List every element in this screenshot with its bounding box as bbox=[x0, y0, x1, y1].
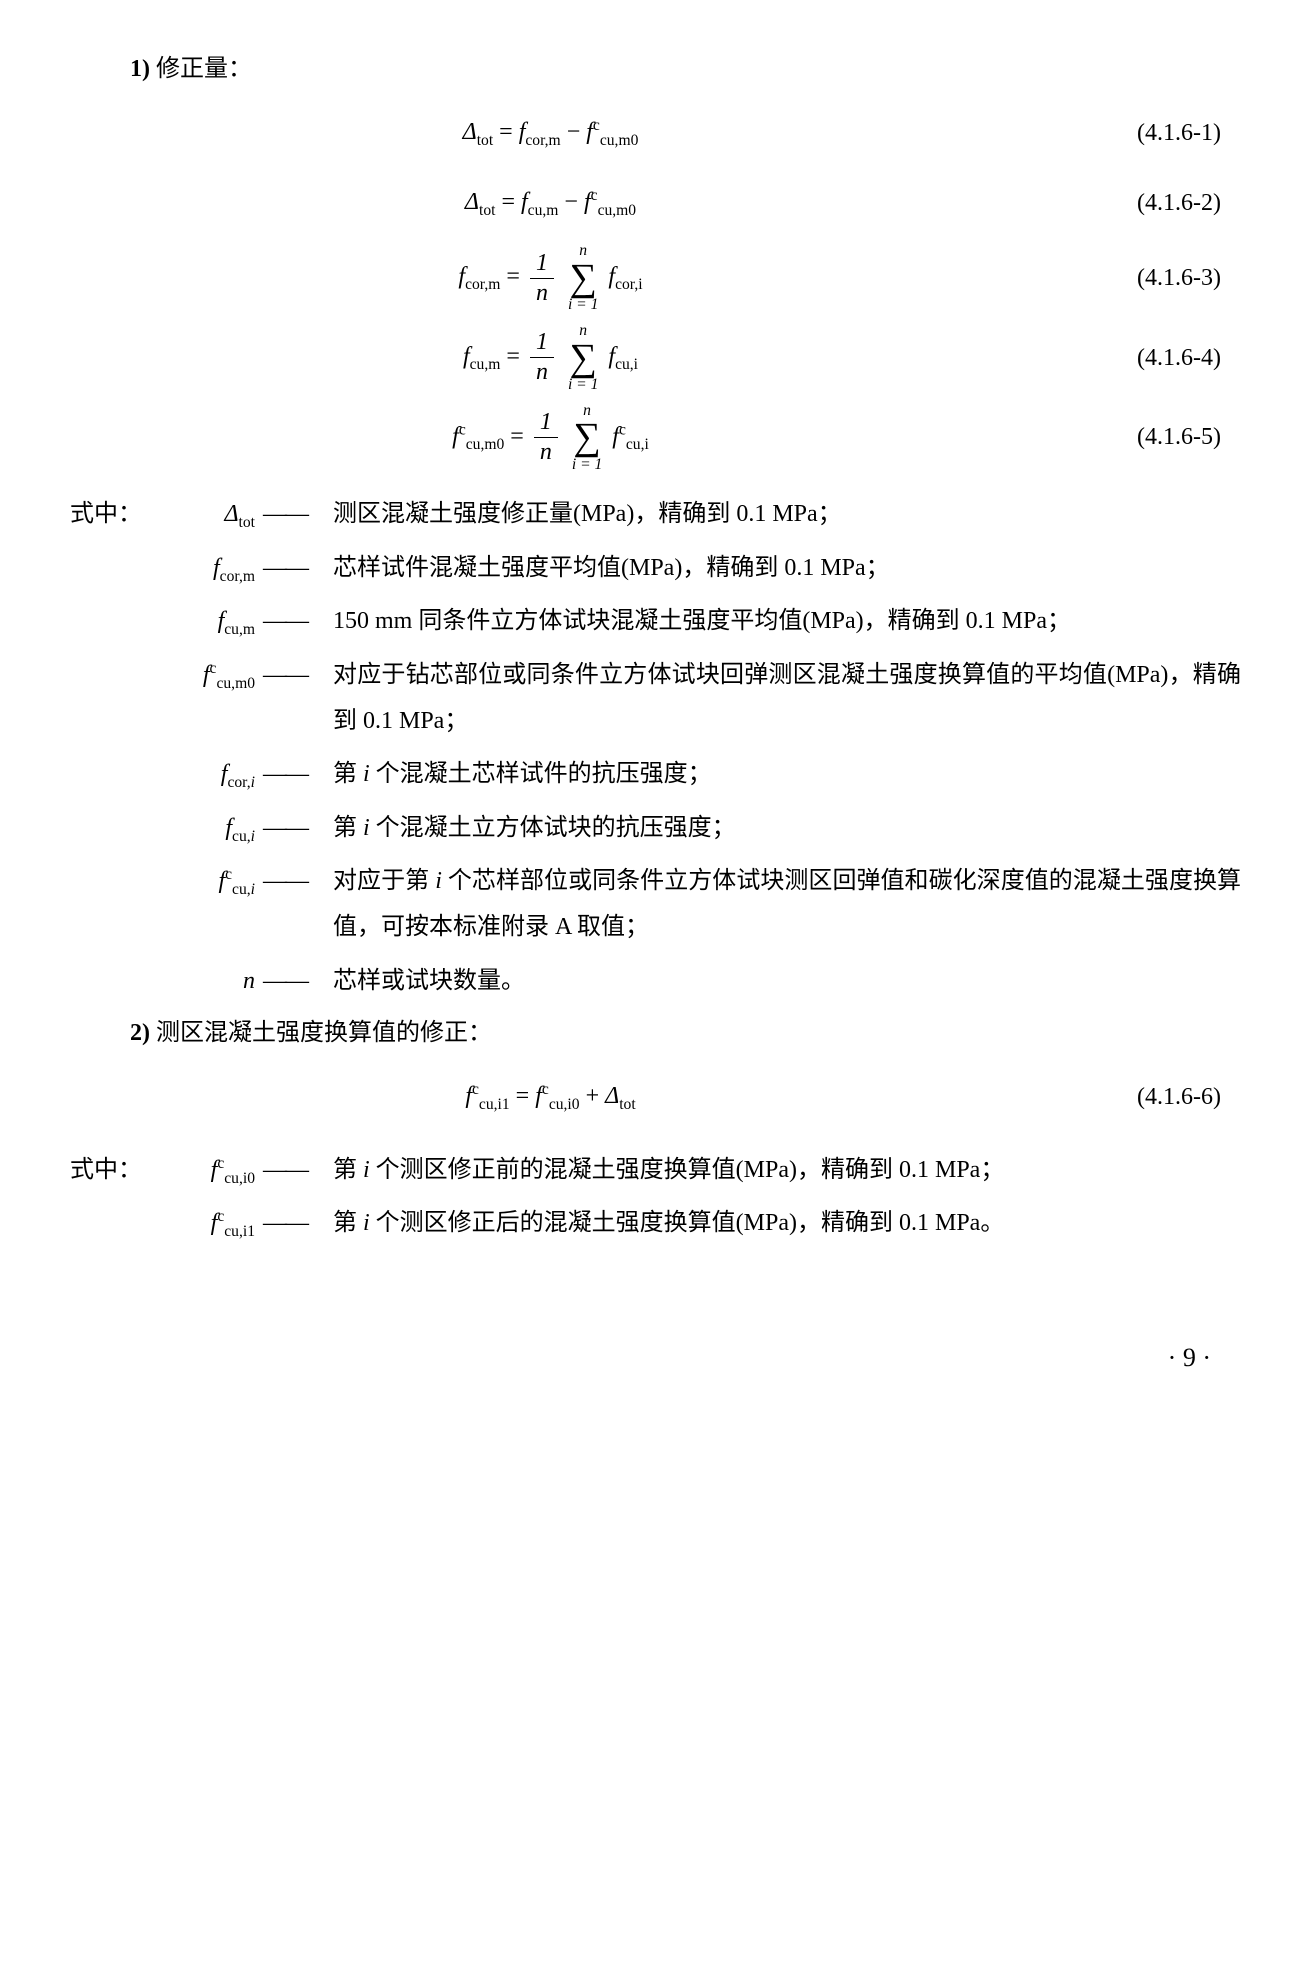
definition-dash: —— bbox=[263, 1201, 333, 1247]
definition-dash: —— bbox=[263, 653, 333, 699]
equation-label: (4.1.6-4) bbox=[1031, 339, 1241, 377]
equation-4-1-6-2: Δtot = fcu,m − fccu,m0 (4.1.6-2) bbox=[70, 173, 1241, 233]
definition-dash: —— bbox=[263, 492, 333, 538]
definition-symbol: fcor,i bbox=[155, 752, 263, 798]
definition-prefix: 式中： bbox=[70, 1148, 155, 1194]
definition-dash: —— bbox=[263, 859, 333, 905]
definition-dash: —— bbox=[263, 599, 333, 645]
definition-dash: —— bbox=[263, 546, 333, 592]
definition-dash: —— bbox=[263, 752, 333, 798]
symbol-definitions-2: 式中：fccu,i0——第 i 个测区修正前的混凝土强度换算值(MPa)，精确到… bbox=[70, 1148, 1241, 1247]
definition-row: fccu,i1——第 i 个测区修正后的混凝土强度换算值(MPa)，精确到 0.… bbox=[70, 1201, 1241, 1247]
section-1-heading: 1) 修正量： bbox=[130, 50, 1241, 88]
definition-text: 第 i 个测区修正后的混凝土强度换算值(MPa)，精确到 0.1 MPa。 bbox=[333, 1201, 1241, 1247]
definition-symbol: fccu,m0 bbox=[155, 653, 263, 699]
definition-symbol: fccu,i1 bbox=[155, 1201, 263, 1247]
equation-4-1-6-6: fccu,i1 = fccu,i0 + Δtot (4.1.6-6) bbox=[70, 1068, 1241, 1128]
definition-symbol: fcu,i bbox=[155, 806, 263, 852]
equation-label: (4.1.6-3) bbox=[1031, 259, 1241, 297]
definition-row: 式中：fccu,i0——第 i 个测区修正前的混凝土强度换算值(MPa)，精确到… bbox=[70, 1148, 1241, 1194]
definition-row: fcu,m——150 mm 同条件立方体试块混凝土强度平均值(MPa)，精确到 … bbox=[70, 599, 1241, 645]
section-2-heading: 2) 测区混凝土强度换算值的修正： bbox=[130, 1014, 1241, 1052]
section-1-title: 修正量： bbox=[156, 56, 252, 82]
definition-symbol: n bbox=[155, 959, 263, 1005]
equation-label: (4.1.6-2) bbox=[1031, 184, 1241, 222]
equation-label: (4.1.6-1) bbox=[1031, 114, 1241, 152]
definition-text: 芯样或试块数量。 bbox=[333, 959, 1241, 1005]
definition-text: 第 i 个测区修正前的混凝土强度换算值(MPa)，精确到 0.1 MPa； bbox=[333, 1148, 1241, 1194]
definition-dash: —— bbox=[263, 959, 333, 1005]
definition-text: 对应于第 i 个芯样部位或同条件立方体试块测区回弹值和碳化深度值的混凝土强度换算… bbox=[333, 859, 1241, 950]
definition-prefix: 式中： bbox=[70, 492, 155, 538]
page-number: · 9 · bbox=[70, 1337, 1241, 1379]
section-2-number: 2) bbox=[130, 1020, 150, 1046]
equation-4-1-6-3: fcor,m = 1n n∑i = 1 fcor,i (4.1.6-3) bbox=[70, 243, 1241, 313]
equation-label: (4.1.6-6) bbox=[1031, 1078, 1241, 1116]
definition-symbol: fccu,i0 bbox=[155, 1148, 263, 1194]
equation-4-1-6-5: fccu,m0 = 1n n∑i = 1 fccu,i (4.1.6-5) bbox=[70, 403, 1241, 473]
definition-text: 芯样试件混凝土强度平均值(MPa)，精确到 0.1 MPa； bbox=[333, 546, 1241, 592]
definition-text: 第 i 个混凝土立方体试块的抗压强度； bbox=[333, 806, 1241, 852]
definition-row: fcor,i——第 i 个混凝土芯样试件的抗压强度； bbox=[70, 752, 1241, 798]
definition-row: n——芯样或试块数量。 bbox=[70, 959, 1241, 1005]
definition-text: 150 mm 同条件立方体试块混凝土强度平均值(MPa)，精确到 0.1 MPa… bbox=[333, 599, 1241, 645]
definition-dash: —— bbox=[263, 806, 333, 852]
equation-label: (4.1.6-5) bbox=[1031, 418, 1241, 456]
definition-row: fcor,m——芯样试件混凝土强度平均值(MPa)，精确到 0.1 MPa； bbox=[70, 546, 1241, 592]
equation-4-1-6-4: fcu,m = 1n n∑i = 1 fcu,i (4.1.6-4) bbox=[70, 323, 1241, 393]
symbol-definitions-1: 式中：Δtot——测区混凝土强度修正量(MPa)，精确到 0.1 MPa；fco… bbox=[70, 492, 1241, 1004]
definition-symbol: Δtot bbox=[155, 492, 263, 538]
section-1-number: 1) bbox=[130, 56, 150, 82]
equation-4-1-6-1: Δtot = fcor,m − fccu,m0 (4.1.6-1) bbox=[70, 103, 1241, 163]
definition-dash: —— bbox=[263, 1148, 333, 1194]
definition-row: fccu,i——对应于第 i 个芯样部位或同条件立方体试块测区回弹值和碳化深度值… bbox=[70, 859, 1241, 950]
definition-symbol: fcu,m bbox=[155, 599, 263, 645]
definition-symbol: fcor,m bbox=[155, 546, 263, 592]
definition-text: 第 i 个混凝土芯样试件的抗压强度； bbox=[333, 752, 1241, 798]
definition-row: 式中：Δtot——测区混凝土强度修正量(MPa)，精确到 0.1 MPa； bbox=[70, 492, 1241, 538]
definition-text: 测区混凝土强度修正量(MPa)，精确到 0.1 MPa； bbox=[333, 492, 1241, 538]
definition-row: fcu,i——第 i 个混凝土立方体试块的抗压强度； bbox=[70, 806, 1241, 852]
definition-text: 对应于钻芯部位或同条件立方体试块回弹测区混凝土强度换算值的平均值(MPa)，精确… bbox=[333, 653, 1241, 744]
definition-row: fccu,m0——对应于钻芯部位或同条件立方体试块回弹测区混凝土强度换算值的平均… bbox=[70, 653, 1241, 744]
definition-symbol: fccu,i bbox=[155, 859, 263, 905]
section-2-title: 测区混凝土强度换算值的修正： bbox=[156, 1020, 492, 1046]
